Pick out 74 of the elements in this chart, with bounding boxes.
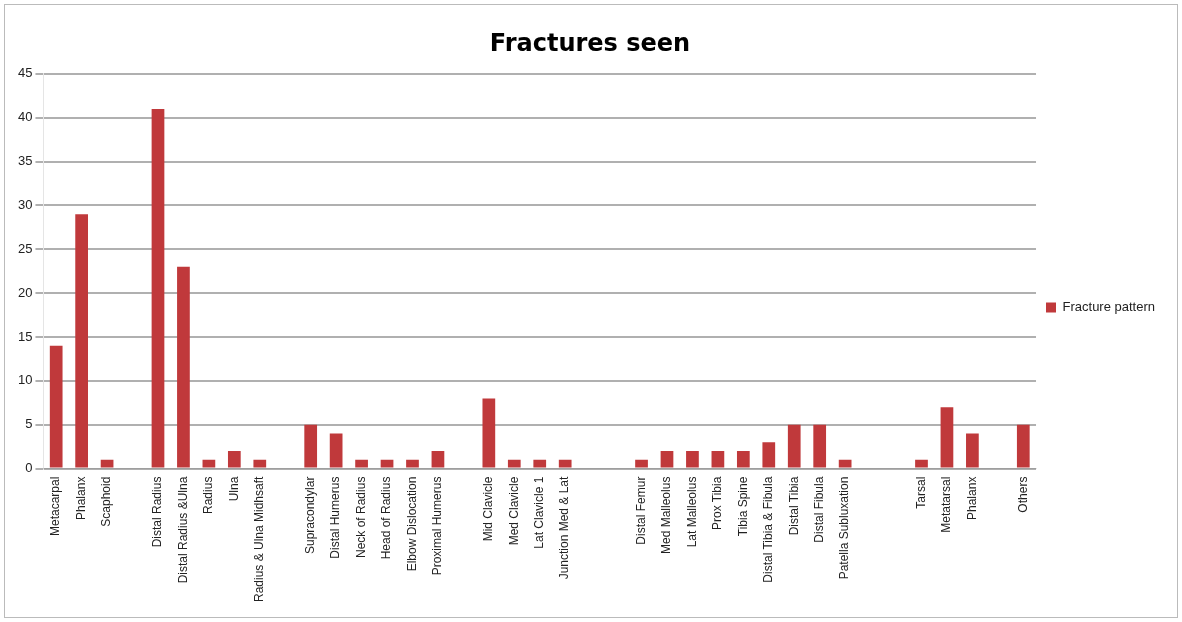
x-tick-label: Lat Malleolus — [684, 476, 699, 548]
y-tick-label: 35 — [17, 153, 33, 169]
y-tick-label: 15 — [17, 328, 33, 344]
x-tick-label: Proximal Humerus — [430, 476, 445, 576]
bar — [660, 451, 674, 468]
bar — [915, 459, 928, 468]
x-tick-label: Med Clavicle — [506, 476, 521, 546]
x-tick-label: Head of Radius — [379, 476, 394, 560]
bar — [838, 459, 852, 468]
bar — [227, 451, 241, 468]
x-tick-label: Others — [1015, 476, 1030, 513]
x-tick-label: Metacarpal — [48, 476, 63, 536]
bar — [813, 424, 827, 468]
bar — [762, 442, 776, 468]
bar — [100, 459, 114, 468]
x-tick-label: Tarsal — [913, 476, 928, 509]
y-tick-label: 45 — [17, 65, 33, 81]
x-tick-label: Neck of Radius — [353, 476, 368, 558]
x-tick-label: Ulna — [226, 476, 241, 502]
y-tick-label: 20 — [17, 284, 33, 300]
bar — [482, 398, 496, 468]
x-tick-label: Distal Tibia & Fibula — [761, 476, 776, 583]
y-tick-label: 30 — [17, 196, 33, 212]
x-tick-label: Supracondylar — [303, 476, 317, 554]
x-tick-label: Distal Humerus — [328, 476, 343, 559]
y-tick-label: 10 — [17, 372, 33, 388]
bar — [558, 459, 572, 468]
x-tick-label: Patella Subluxation — [837, 476, 852, 580]
bar — [711, 451, 725, 468]
x-tick-label: Metatarsal — [939, 476, 954, 533]
legend-label: Fracture pattern — [1062, 299, 1156, 315]
x-tick-label: Mid Clavicle — [481, 476, 496, 542]
x-tick-label: Distal Femur — [633, 476, 648, 545]
bar — [177, 266, 190, 468]
bar — [736, 451, 750, 468]
bar — [151, 108, 165, 468]
x-tick-label: Lat Clavicle 1 — [532, 476, 547, 549]
x-tick-label: Phalanx — [73, 476, 88, 520]
x-tick-label: Junction Med & Lat — [557, 475, 572, 580]
y-tick-label: 40 — [17, 109, 33, 125]
bar — [507, 459, 521, 468]
bar — [940, 407, 954, 468]
chart-title: Fractures seen — [489, 28, 691, 57]
x-tick-label: Distal Fibula — [812, 476, 826, 543]
x-tick-label: Scaphoid — [99, 476, 114, 527]
bar — [431, 451, 445, 468]
bar — [533, 459, 547, 468]
bar — [304, 424, 318, 468]
x-tick-label: Distal Radius &Ulna — [175, 476, 190, 584]
x-tick-label: Phalanx — [964, 476, 979, 520]
x-tick-label: Distal Radius — [150, 476, 165, 548]
bar — [380, 459, 394, 468]
x-tick-label: Distal Tibia — [786, 476, 801, 536]
x-tick-label: Elbow Dislocation — [404, 476, 419, 572]
bar — [966, 433, 979, 468]
bar — [787, 424, 801, 468]
x-tick-label: Tibia Spine — [735, 476, 750, 537]
y-tick-label: 5 — [25, 416, 33, 432]
y-tick-label: 25 — [17, 240, 33, 256]
bar — [686, 451, 699, 468]
bar — [253, 459, 267, 468]
bar — [49, 345, 63, 468]
bar — [1016, 424, 1030, 468]
x-tick-label: Med Malleolus — [659, 476, 674, 554]
bar — [329, 433, 343, 468]
bar — [202, 459, 216, 468]
y-tick-label: 0 — [25, 460, 33, 476]
bar — [75, 214, 88, 468]
x-tick-label: Radius — [201, 476, 216, 514]
bar — [406, 459, 419, 468]
bar — [635, 459, 648, 468]
bar — [355, 459, 368, 468]
x-tick-label: Prox Tibia — [710, 476, 725, 530]
x-tick-label: Radius & Ulna Midhsaft — [252, 475, 267, 602]
